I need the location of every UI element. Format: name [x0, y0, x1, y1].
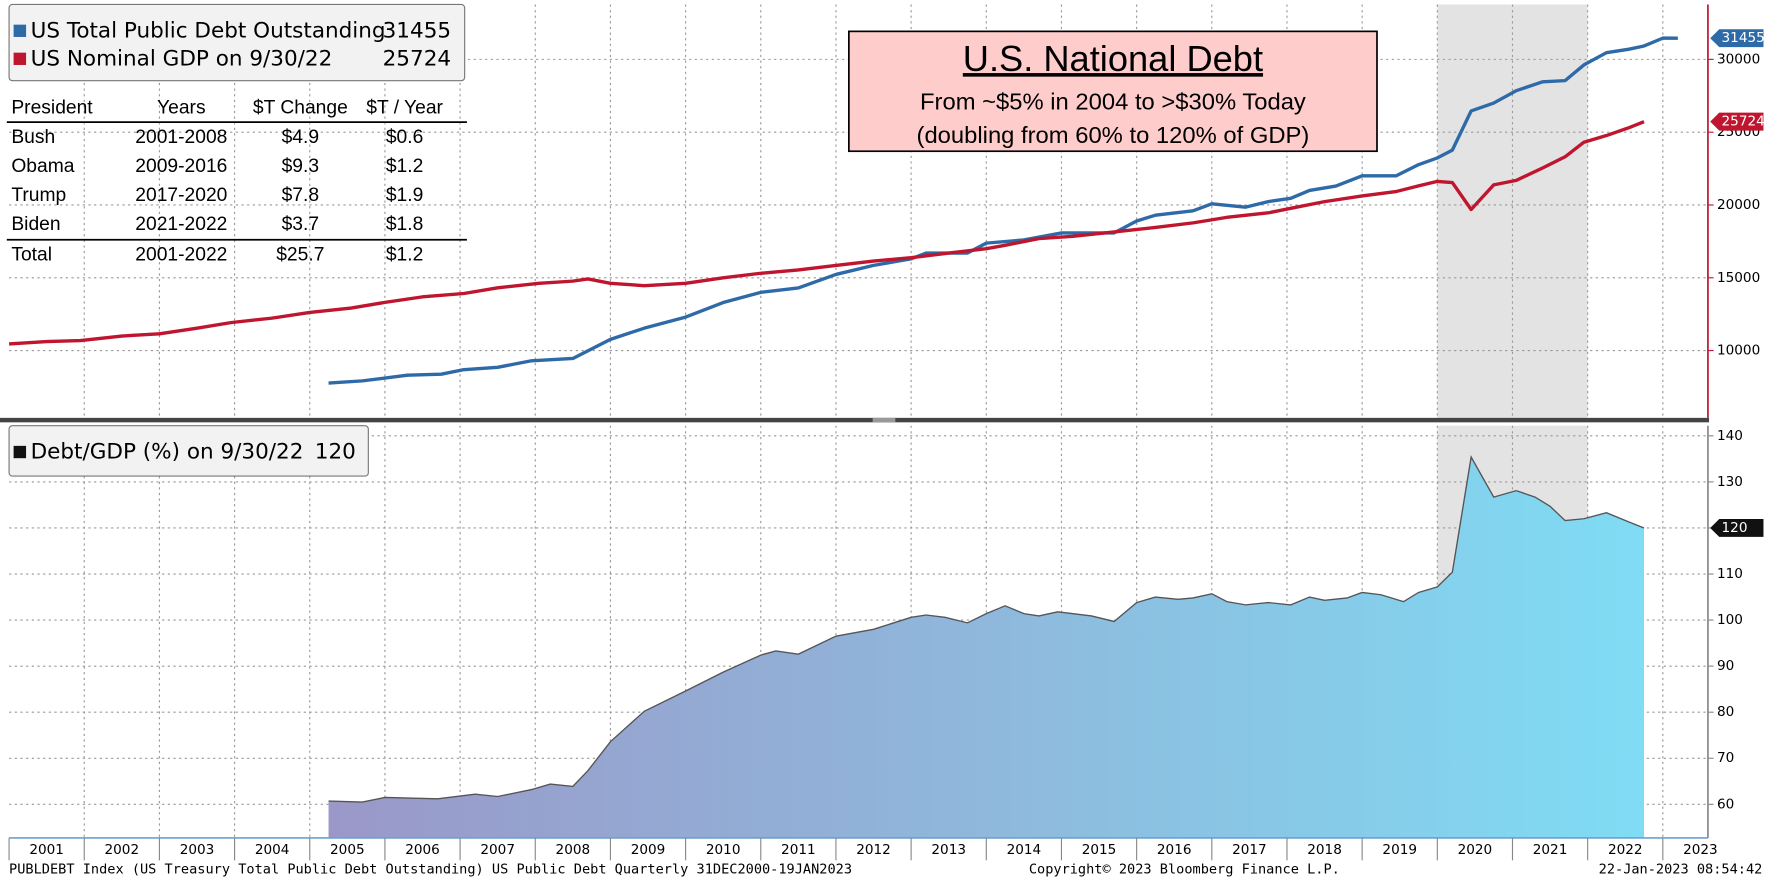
x-tick-label: 2011 — [781, 842, 816, 858]
x-tick-label: 2022 — [1608, 842, 1643, 858]
x-tick-label: 2002 — [105, 842, 140, 858]
y-tick-label: 100 — [1717, 612, 1743, 628]
footer-center: Copyright© 2023 Bloomberg Finance L.P. — [1029, 861, 1340, 877]
y-tick-label: 10000 — [1717, 343, 1760, 359]
table-header: President — [11, 98, 93, 119]
x-tick-label: 2006 — [405, 842, 440, 858]
y-tick-label: 140 — [1717, 428, 1743, 444]
table-total: Total — [11, 245, 52, 266]
chart-title: U.S. National Debt — [963, 38, 1263, 79]
x-tick-label: 2013 — [931, 842, 966, 858]
value-tag-label: 25724 — [1722, 114, 1765, 130]
x-tick-label: 2007 — [480, 842, 515, 858]
table-cell: Trump — [11, 185, 66, 206]
x-tick-label: 2003 — [180, 842, 215, 858]
value-tag — [1710, 112, 1764, 131]
table-cell: $4.9 — [282, 127, 319, 148]
legend-label: Debt/GDP (%) on 9/30/22 — [31, 440, 304, 465]
table-total: 2001-2022 — [135, 245, 227, 266]
area-line — [328, 454, 1645, 803]
x-tick-label: 2008 — [556, 842, 591, 858]
table-total: $1.2 — [386, 245, 423, 266]
x-tick-label: 2016 — [1157, 842, 1192, 858]
y-tick-label: 70 — [1717, 750, 1734, 766]
table-header: $T Change — [253, 98, 348, 119]
footer-right: 22-Jan-2023 08:54:42 — [1599, 861, 1763, 877]
table-cell: 2009-2016 — [135, 156, 227, 177]
value-tag — [1710, 518, 1764, 537]
x-tick-label: 2020 — [1458, 842, 1493, 858]
table-cell: Obama — [11, 156, 74, 177]
x-tick-label: 2005 — [330, 842, 365, 858]
x-tick-label: 2015 — [1082, 842, 1117, 858]
table-cell: 2021-2022 — [135, 214, 227, 235]
subtitle: (doubling from 60% to 120% of GDP) — [917, 123, 1310, 149]
x-tick-label: 2021 — [1533, 842, 1568, 858]
table-cell: $1.9 — [386, 185, 423, 206]
legend-swatch — [13, 445, 27, 459]
table-cell: 2017-2020 — [135, 185, 227, 206]
legend-value: 25724 — [383, 46, 451, 71]
table-cell: 2001-2008 — [135, 127, 227, 148]
footer-left: PUBLDEBT Index (US Treasury Total Public… — [9, 861, 852, 877]
title-box — [848, 30, 1378, 153]
y-tick-label: 110 — [1717, 566, 1743, 582]
x-tick-label: 2023 — [1683, 842, 1718, 858]
line-series — [328, 36, 1678, 385]
table-cell: $9.3 — [282, 156, 319, 177]
y-tick-label: 15000 — [1717, 270, 1760, 286]
panel-separator — [0, 417, 1710, 423]
x-tick-label: 2014 — [1007, 842, 1042, 858]
legend-swatch — [13, 24, 27, 37]
table-header: Years — [157, 98, 206, 119]
bottom-panel: 60 70 80 90 100 110 120 130 140 120 — [9, 425, 1764, 838]
table-cell: $3.7 — [282, 214, 319, 235]
line-series — [8, 120, 1645, 346]
subtitle: From ~$5% in 2004 to >$30% Today — [920, 89, 1306, 115]
legend-swatch — [13, 52, 27, 65]
legend-box — [8, 3, 466, 82]
x-tick-label: 2012 — [856, 842, 891, 858]
y-tick-label: 60 — [1717, 796, 1734, 812]
table-total: $25.7 — [276, 245, 324, 266]
legend-label: US Nominal GDP on 9/30/22 — [31, 46, 333, 71]
x-tick-label: 2004 — [255, 842, 290, 858]
legend-value: 120 — [315, 440, 356, 465]
table-cell: $1.8 — [386, 214, 423, 235]
x-tick-label: 2017 — [1232, 842, 1267, 858]
table-cell: $7.8 — [282, 185, 319, 206]
value-tag — [1710, 29, 1764, 48]
y-tick-label: 90 — [1717, 658, 1734, 674]
y-tick-label: 30000 — [1717, 51, 1760, 67]
legend-value: 31455 — [383, 18, 451, 43]
x-tick-label: 2018 — [1307, 842, 1342, 858]
y-tick-label: 130 — [1717, 474, 1743, 490]
table-header: $T / Year — [366, 98, 443, 119]
table-cell: Biden — [11, 214, 60, 235]
legend-box — [8, 425, 369, 477]
value-tag-label: 31455 — [1722, 30, 1765, 46]
table-cell: $1.2 — [386, 156, 423, 177]
legend-label: US Total Public Debt Outstanding — [31, 18, 386, 43]
separator-handle — [872, 417, 896, 423]
y-tick-label: 80 — [1717, 704, 1734, 720]
x-tick-label: 2010 — [706, 842, 741, 858]
y-tick-label: 20000 — [1717, 197, 1760, 213]
x-tick-label: 2009 — [631, 842, 666, 858]
x-tick-label: 2001 — [29, 842, 64, 858]
table-cell: $0.6 — [386, 127, 423, 148]
x-tick-label: 2019 — [1382, 842, 1417, 858]
value-tag-label: 120 — [1722, 520, 1748, 536]
area-fill — [328, 457, 1645, 838]
overlay: U.S. National Debt From ~$5% in 2004 to … — [6, 3, 1763, 877]
x-axis: 2001 2002 2003 2004 2005 2006 2007 2008 2009 2010… — [8, 837, 1718, 861]
table-cell: Bush — [11, 127, 55, 148]
